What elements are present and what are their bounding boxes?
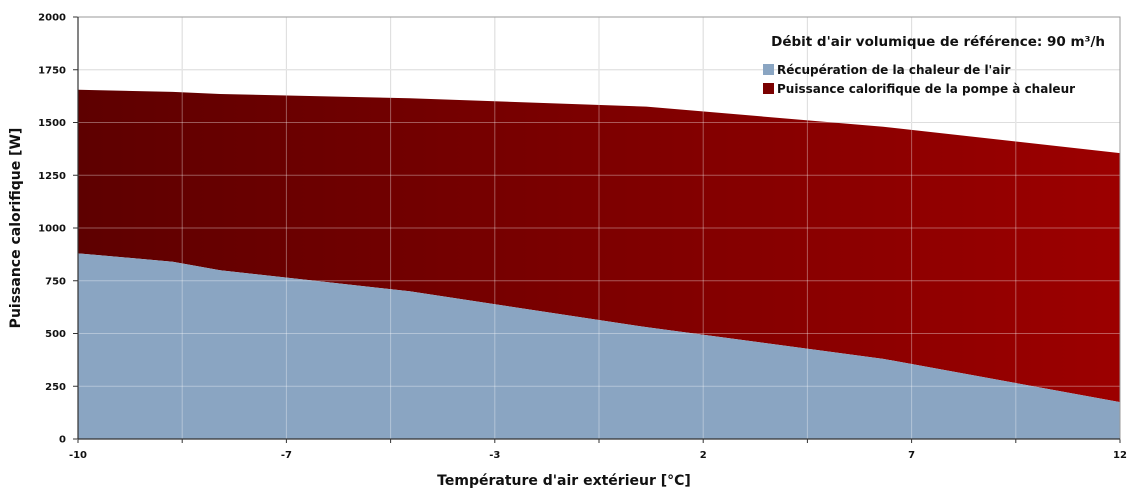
y-tick-label: 0: [59, 435, 66, 446]
y-tick-label: 1000: [38, 224, 66, 235]
x-tick-label: 7: [908, 450, 915, 461]
legend-swatch-recovery: [763, 64, 774, 75]
legend: Débit d'air volumique de référence: 90 m…: [763, 34, 1105, 96]
y-tick-label: 1750: [38, 65, 66, 76]
x-tick-label: -3: [489, 450, 500, 461]
area-recovery: [78, 253, 1120, 439]
x-axis-title: Température d'air extérieur [°C]: [437, 473, 691, 489]
y-tick-label: 1250: [38, 171, 66, 182]
legend-title: Débit d'air volumique de référence: 90 m…: [771, 34, 1105, 50]
areas: [78, 17, 1120, 439]
area-heat-pump: [78, 89, 1120, 403]
legend-swatch-heat-pump: [763, 83, 774, 94]
legend-label-heat-pump: Puissance calorifique de la pompe à chal…: [777, 82, 1075, 96]
x-tick-label: 12: [1113, 450, 1127, 461]
axes: [77, 16, 1121, 440]
x-tick-label: -10: [69, 450, 87, 461]
y-tick-label: 2000: [38, 13, 66, 24]
y-tick-label: 1500: [38, 118, 66, 129]
legend-label-recovery: Récupération de la chaleur de l'air: [777, 63, 1010, 77]
y-tick-label: 500: [45, 329, 66, 340]
x-tick-label: -7: [281, 450, 292, 461]
x-tick-label: 2: [700, 450, 707, 461]
y-axis-title: Puissance calorifique [W]: [8, 128, 24, 329]
ticks: 0 250 500 750 1000 1250 1500 1750 2000 -10 -7 -3 2 7 1…: [38, 13, 1127, 462]
y-tick-label: 750: [45, 276, 66, 287]
y-tick-label: 250: [45, 382, 66, 393]
